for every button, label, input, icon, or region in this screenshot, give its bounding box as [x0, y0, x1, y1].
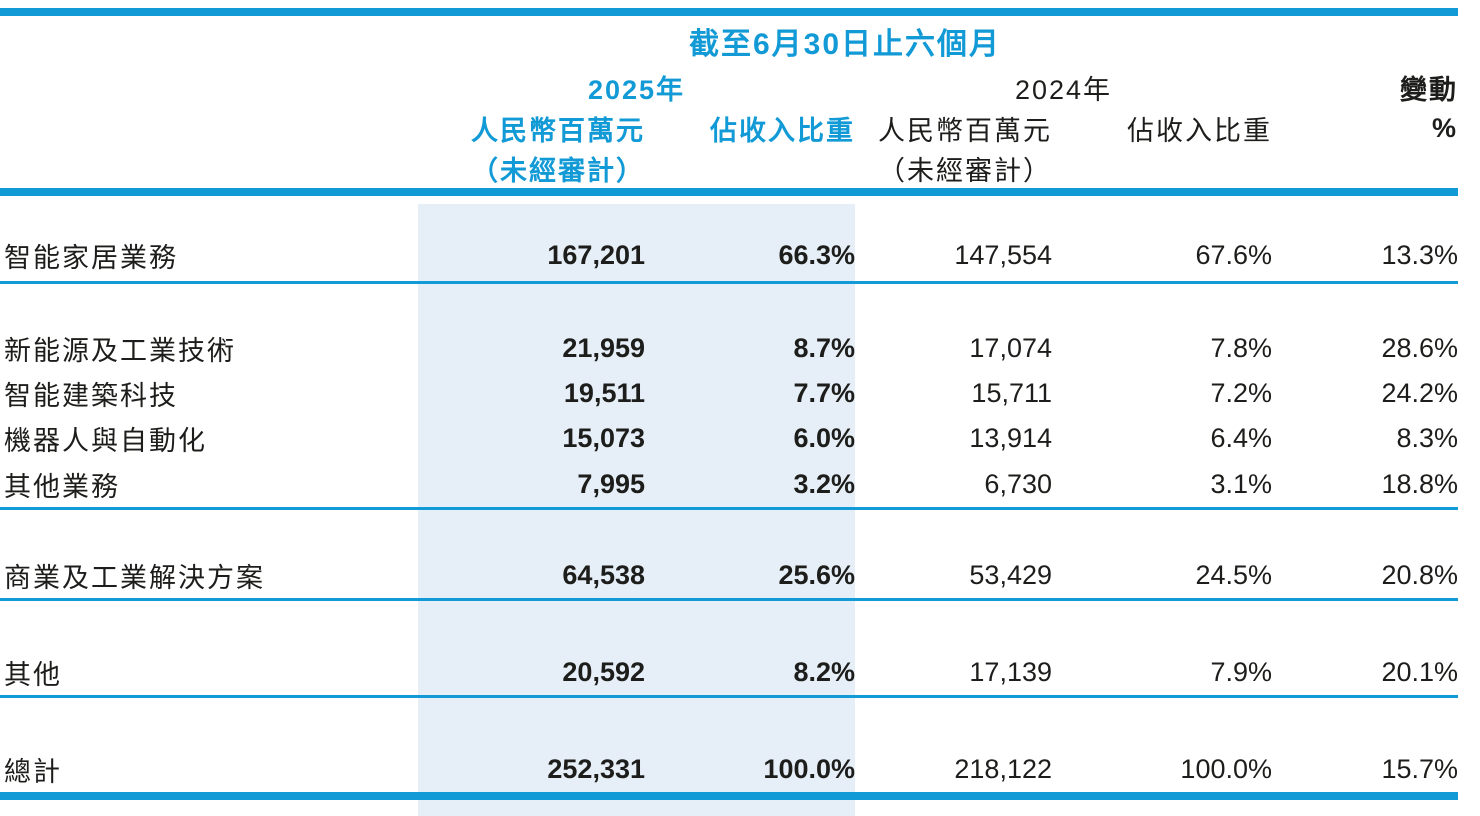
spacer: [0, 698, 1458, 746]
value-2024-share: 100.0%: [1180, 753, 1272, 784]
table-row-others: 其他 20,592 8.2% 17,139 7.9% 20.1%: [0, 649, 1458, 698]
value-2024-share: 24.5%: [1195, 560, 1272, 590]
value-change: 20.1%: [1381, 656, 1458, 687]
table-header-period: 截至6月30日止六個月: [0, 16, 1458, 66]
segment-revenue-table: 截至6月30日止六個月 2025年 2024年 變動 人民幣百萬元 佔收入比重 …: [0, 8, 1458, 800]
value-2024-share: 7.2%: [1210, 378, 1272, 408]
value-2024-amount: 218,122: [954, 753, 1052, 784]
row-label: 智能家居業務: [4, 243, 178, 273]
row-label: 新能源及工業技術: [4, 336, 236, 366]
value-2024-amount: 13,914: [969, 423, 1052, 453]
value-2024-share: 6.4%: [1210, 423, 1272, 453]
value-2025-share: 66.3%: [778, 240, 855, 270]
table-header-years: 2025年 2024年 變動: [0, 66, 1458, 108]
amount-2025-header: 人民幣百萬元: [471, 115, 645, 146]
share-2025-header: 佔收入比重: [710, 115, 855, 146]
spacer: [0, 510, 1458, 553]
table-row-new-energy: 新能源及工業技術 21,959 8.7% 17,074 7.8% 28.6%: [0, 326, 1458, 371]
value-change: 20.8%: [1381, 560, 1458, 590]
value-2024-share: 67.6%: [1195, 240, 1272, 270]
share-2024-header: 佔收入比重: [1127, 115, 1272, 146]
value-2024-amount: 15,711: [971, 378, 1052, 408]
value-change: 8.3%: [1396, 423, 1458, 453]
row-label: 其他: [4, 659, 62, 690]
value-2025-amount: 252,331: [547, 753, 645, 784]
header-rule: [0, 188, 1458, 196]
value-change: 15.7%: [1381, 753, 1458, 784]
amount-2024-note: （未經審計）: [878, 155, 1052, 186]
value-2025-share: 6.0%: [793, 423, 855, 453]
value-2024-amount: 17,139: [969, 656, 1052, 687]
spacer: [0, 284, 1458, 326]
value-2025-amount: 15,073: [562, 423, 645, 453]
value-change: 28.6%: [1381, 333, 1458, 363]
spacer: [0, 601, 1458, 649]
value-2024-share: 3.1%: [1210, 468, 1272, 499]
value-2024-share: 7.9%: [1210, 656, 1272, 687]
table-row-other-business: 其他業務 7,995 3.2% 6,730 3.1% 18.8%: [0, 461, 1458, 510]
highlight-band-2025: [418, 204, 855, 816]
table-row-smart-home: 智能家居業務 167,201 66.3% 147,554 67.6% 13.3%: [0, 230, 1458, 284]
value-2024-amount: 147,554: [954, 240, 1052, 270]
table-row-robotics: 機器人與自動化 15,073 6.0% 13,914 6.4% 8.3%: [0, 416, 1458, 461]
value-2025-share: 8.2%: [793, 656, 855, 687]
change-unit-header: %: [1431, 112, 1458, 143]
value-2025-share: 100.0%: [763, 753, 855, 784]
row-label: 商業及工業解決方案: [4, 563, 265, 593]
table-subheaders-note: （未經審計） （未經審計）: [0, 148, 1458, 188]
value-2025-share: 7.7%: [793, 378, 855, 408]
amount-2024-header: 人民幣百萬元: [878, 115, 1052, 146]
value-2025-share: 3.2%: [793, 468, 855, 499]
change-header: 變動: [1400, 74, 1458, 105]
value-2025-share: 25.6%: [778, 560, 855, 590]
amount-2025-note: （未經審計）: [471, 155, 645, 186]
value-2024-amount: 6,730: [984, 468, 1052, 499]
year-2024-header: 2024年: [1014, 74, 1113, 105]
report-page: 截至6月30日止六個月 2025年 2024年 變動 人民幣百萬元 佔收入比重 …: [0, 8, 1480, 816]
value-change: 24.2%: [1381, 378, 1458, 408]
row-label: 機器人與自動化: [4, 426, 207, 456]
value-change: 13.3%: [1381, 240, 1458, 270]
value-2025-amount: 167,201: [547, 240, 645, 270]
table-subheaders: 人民幣百萬元 佔收入比重 人民幣百萬元 佔收入比重 %: [0, 108, 1458, 148]
top-rule: [0, 8, 1458, 16]
row-label: 其他業務: [4, 471, 120, 502]
row-label: 智能建築科技: [4, 381, 178, 411]
period-title: 截至6月30日止六個月: [688, 28, 1002, 61]
row-label: 總計: [4, 756, 62, 787]
year-2025-header: 2025年: [587, 74, 686, 105]
value-2025-amount: 21,959: [562, 333, 645, 363]
value-2025-amount: 7,995: [577, 468, 645, 499]
bottom-rule: [0, 792, 1458, 800]
spacer: [0, 196, 1458, 230]
table-row-commercial-industrial: 商業及工業解決方案 64,538 25.6% 53,429 24.5% 20.8…: [0, 553, 1458, 601]
table-row-smart-building: 智能建築科技 19,511 7.7% 15,711 7.2% 24.2%: [0, 371, 1458, 416]
value-2024-amount: 53,429: [969, 560, 1052, 590]
value-2024-amount: 17,074: [969, 333, 1052, 363]
value-2024-share: 7.8%: [1210, 333, 1272, 363]
value-2025-amount: 64,538: [562, 560, 645, 590]
value-change: 18.8%: [1381, 468, 1458, 499]
value-2025-amount: 20,592: [562, 656, 645, 687]
value-2025-amount: 19,511: [563, 378, 645, 408]
value-2025-share: 8.7%: [793, 333, 855, 363]
table-row-total: 總計 252,331 100.0% 218,122 100.0% 15.7%: [0, 746, 1458, 792]
